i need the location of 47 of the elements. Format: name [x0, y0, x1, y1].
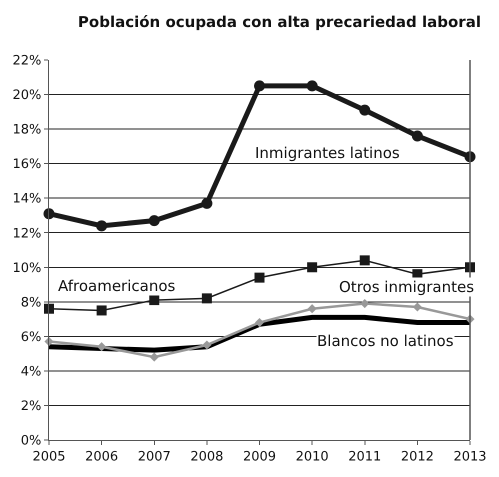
- series-label: Otros inmigrantes: [339, 278, 474, 296]
- series-label: Blancos no latinos: [317, 332, 454, 350]
- series-label: Inmigrantes latinos: [255, 144, 400, 162]
- point: [201, 198, 212, 209]
- point: [150, 352, 159, 362]
- point: [412, 302, 422, 312]
- point: [96, 305, 107, 316]
- point: [149, 295, 160, 306]
- y-tick-label: 10%: [12, 260, 42, 276]
- point: [202, 293, 212, 304]
- x-tick-label: 2012: [400, 450, 434, 465]
- point: [254, 272, 264, 283]
- point: [148, 215, 160, 226]
- point: [202, 340, 212, 350]
- point: [308, 304, 317, 314]
- y-tick-label: 14%: [12, 192, 42, 207]
- y-tick-label: 0%: [20, 434, 42, 449]
- x-tick-label: 2013: [453, 450, 487, 465]
- series-label: Afroamericanos: [58, 277, 176, 295]
- point: [360, 255, 370, 266]
- x-tick-label: 2005: [32, 450, 66, 465]
- x-tick-label: 2010: [296, 450, 329, 465]
- point: [97, 342, 106, 352]
- y-tick-label: 16%: [12, 157, 42, 172]
- point: [306, 80, 318, 92]
- y-tick-label: 12%: [12, 226, 42, 242]
- y-tick-label: 18%: [12, 122, 42, 138]
- y-tick-label: 22%: [12, 54, 42, 69]
- y-tick-label: 8%: [20, 295, 42, 310]
- x-tick-label: 2011: [348, 450, 382, 465]
- y-tick-label: 20%: [12, 88, 42, 104]
- point: [254, 80, 265, 92]
- point: [359, 104, 370, 116]
- point: [96, 220, 108, 232]
- y-tick-label: 4%: [20, 364, 42, 380]
- y-tick-label: 2%: [20, 399, 42, 414]
- x-tick-label: 2008: [190, 450, 224, 465]
- chart-title: Población ocupada con alta precariedad laboral: [78, 13, 481, 32]
- point: [44, 304, 54, 314]
- point: [360, 299, 370, 308]
- y-tick-label: 6%: [20, 330, 42, 345]
- x-tick-label: 2006: [85, 450, 118, 465]
- x-tick-label: 2007: [138, 450, 171, 465]
- point: [307, 262, 318, 272]
- x-tick-label: 2009: [242, 450, 276, 465]
- point: [412, 130, 423, 142]
- point: [254, 318, 264, 328]
